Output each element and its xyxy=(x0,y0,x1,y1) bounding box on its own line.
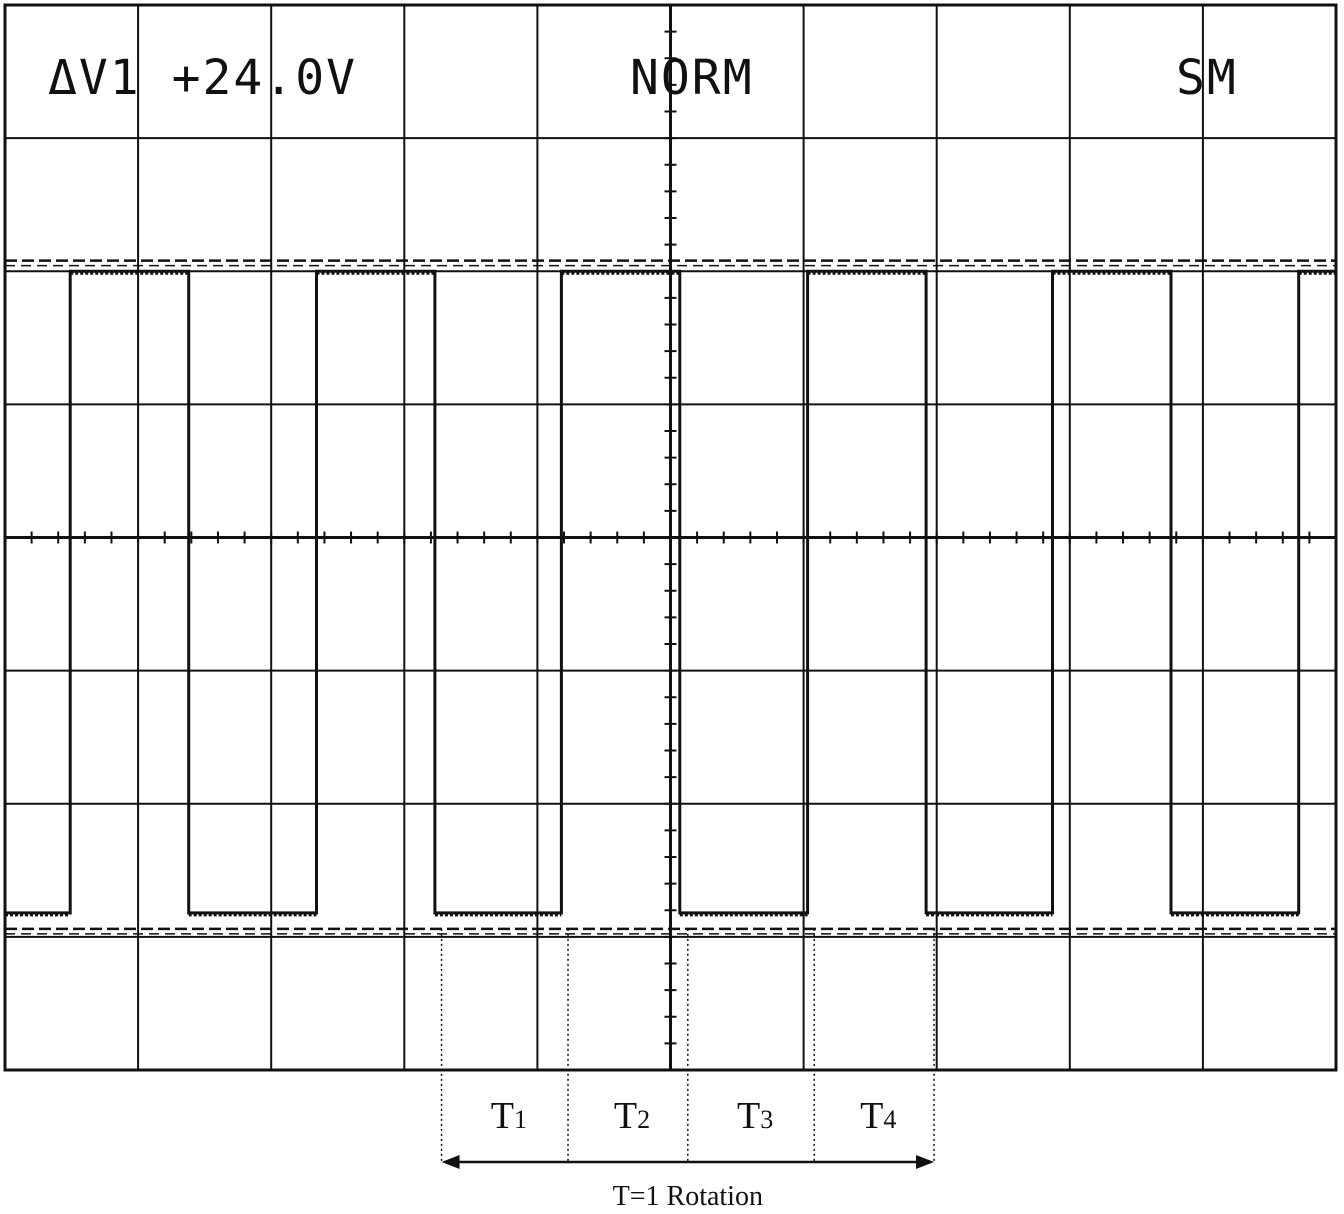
interval-label-4: T4 xyxy=(860,1095,896,1137)
period-arrow-head-left xyxy=(441,1155,460,1169)
interval-label-2: T2 xyxy=(614,1095,650,1137)
interval-label-3: T3 xyxy=(737,1095,773,1137)
waveform-trace xyxy=(5,269,1336,917)
period-arrow-head-right xyxy=(916,1155,935,1169)
square-wave-trace xyxy=(5,269,1336,915)
voltage-cursors xyxy=(5,259,1336,935)
trigger-mode-readout: NORM xyxy=(630,50,754,106)
readout-bar: ΔV1 +24.0V NORM SM xyxy=(48,50,1238,106)
timing-annotations: T1 T2 T3 T4 T=1 Rotation xyxy=(440,928,935,1212)
interval-label-1: T1 xyxy=(491,1095,527,1137)
delta-voltage-readout: ΔV1 +24.0V xyxy=(48,50,357,106)
sweep-mode-readout: SM xyxy=(1176,50,1238,106)
graticule xyxy=(3,3,1338,1072)
period-caption: T=1 Rotation xyxy=(613,1181,763,1212)
